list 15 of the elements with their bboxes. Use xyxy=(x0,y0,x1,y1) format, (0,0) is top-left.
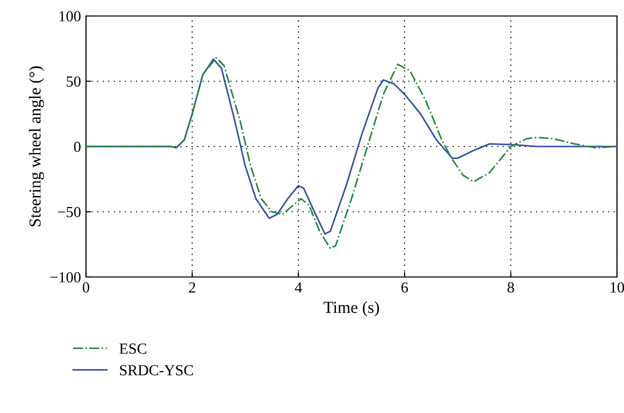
y-axis-title: Steering wheel angle (°) xyxy=(28,66,44,226)
legend-label: SRDC-YSC xyxy=(120,365,193,376)
y-tick-label: −50 xyxy=(58,206,81,218)
x-tick-label: 8 xyxy=(508,282,514,293)
x-tick-label: 2 xyxy=(189,282,196,292)
y-tick-label: −100 xyxy=(50,272,81,282)
y-tick-label: 50 xyxy=(66,76,81,87)
y-tick-label: 100 xyxy=(60,11,81,22)
x-tick-label: 0 xyxy=(82,282,90,293)
x-axis-title: Time (s) xyxy=(324,301,379,316)
x-tick-label: 4 xyxy=(294,282,302,292)
y-tick-label: 0 xyxy=(74,142,81,152)
x-tick-label: 6 xyxy=(401,282,408,293)
x-tick-label: 10 xyxy=(610,282,624,293)
legend-label: ESC xyxy=(119,344,146,354)
